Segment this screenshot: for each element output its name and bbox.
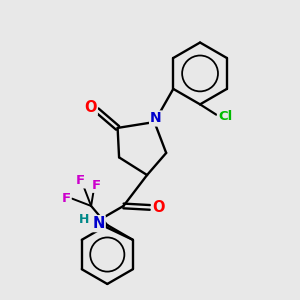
Text: F: F <box>76 174 86 188</box>
Text: N: N <box>92 216 105 231</box>
Text: N: N <box>150 112 162 125</box>
Text: Cl: Cl <box>218 110 232 123</box>
Text: O: O <box>84 100 97 115</box>
Text: F: F <box>61 192 70 205</box>
Text: F: F <box>92 179 101 192</box>
Text: H: H <box>79 213 89 226</box>
Text: O: O <box>152 200 164 215</box>
